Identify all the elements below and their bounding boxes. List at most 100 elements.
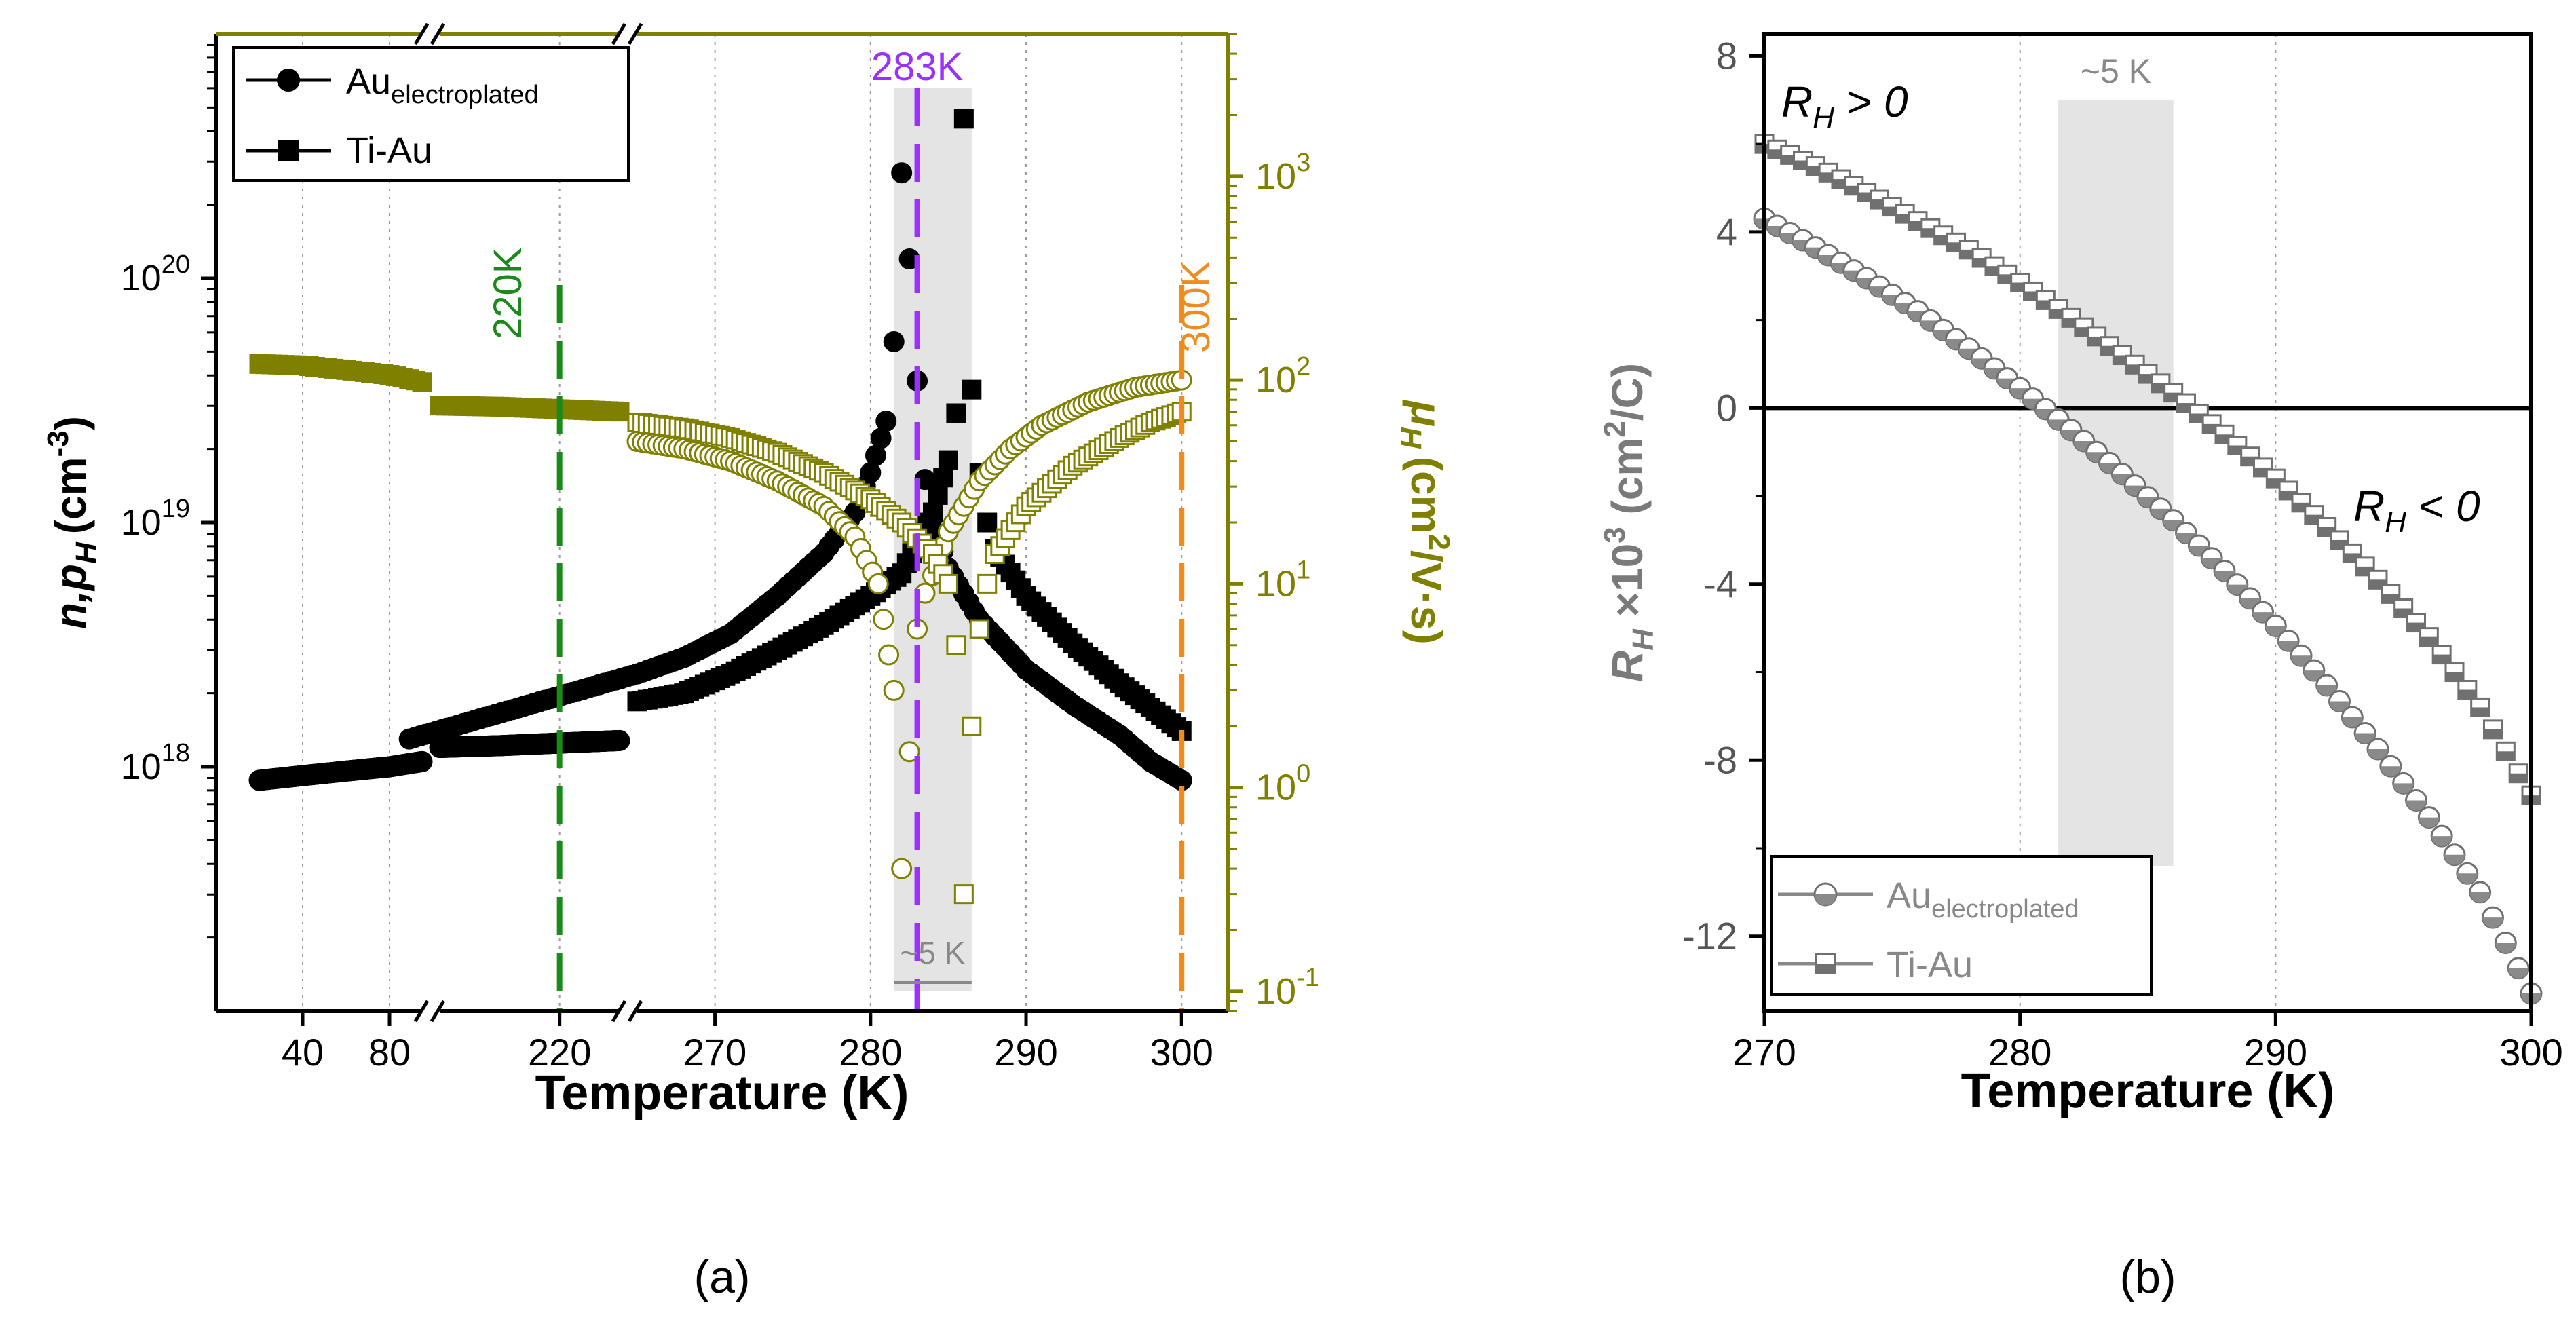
- a-legend-au: Auelectroplated: [346, 61, 539, 109]
- b-point: [2379, 755, 2402, 778]
- annotation-220k: 220K: [486, 247, 530, 339]
- b-point: [2341, 706, 2364, 729]
- b-legend-tiau: Ti-Au: [1887, 945, 1973, 985]
- a-point: [946, 403, 966, 423]
- b-ytick-label: -8: [1703, 738, 1737, 781]
- a-point: [873, 609, 894, 630]
- a-legend: Auelectroplated Ti-Au: [232, 46, 630, 182]
- b-point: [2508, 763, 2528, 784]
- b-point: [2328, 690, 2351, 713]
- a-point: [891, 162, 913, 184]
- panel-a: 40 80 220 270 280 290 300 1018 1019 1020 10-1 100…: [41, 20, 1456, 1120]
- b-point: [2330, 530, 2349, 550]
- a-point: [977, 512, 998, 533]
- a-ytick-right: 103: [1255, 149, 1310, 197]
- b-point: [2495, 741, 2516, 761]
- b-xtick-label: 280: [1988, 1031, 2051, 1074]
- a-point: [609, 729, 630, 751]
- a-xtick-label: 220: [528, 1031, 591, 1074]
- b-ytick-label: 0: [1716, 386, 1737, 429]
- a-ytick-right: 10-1: [1255, 964, 1319, 1012]
- b-point: [2213, 559, 2236, 582]
- svg-text:~5 K: ~5 K: [901, 935, 966, 970]
- b-annotation-rh-positive: RH > 0: [1781, 77, 1908, 134]
- a-ytick-left: 1019: [121, 495, 190, 543]
- a-point: [878, 644, 900, 666]
- b-point: [2456, 862, 2479, 885]
- a-xtick-label: 270: [683, 1031, 746, 1074]
- b-point: [2304, 505, 2324, 525]
- b-ytick-label: 8: [1716, 34, 1737, 77]
- b-point: [2417, 806, 2440, 829]
- b-point: [2444, 662, 2465, 683]
- a-xlabel: Temperature (K): [535, 1066, 909, 1120]
- b-point: [2419, 627, 2439, 647]
- a-point: [412, 372, 432, 392]
- b-point: [2494, 931, 2517, 954]
- b-point: [2252, 601, 2274, 624]
- a-ytick-right: 102: [1255, 352, 1310, 400]
- b-point: [2469, 881, 2492, 904]
- b-annotation-rh-negative: RH < 0: [2353, 482, 2480, 539]
- a-point: [938, 450, 958, 470]
- a-point: [969, 619, 989, 639]
- b-point: [2405, 788, 2427, 812]
- a-ytick-left: 1018: [121, 739, 190, 787]
- a-point: [898, 741, 920, 763]
- annotation-283k: 283K: [871, 45, 964, 89]
- a-xtick-label: 280: [839, 1031, 902, 1074]
- a-ytick-right: 100: [1255, 760, 1310, 808]
- a-ytick-right: 101: [1255, 556, 1310, 604]
- b-point: [2353, 722, 2376, 745]
- b-ylabel: RH ×103 (cm2/C): [1598, 363, 1660, 682]
- b-point: [2457, 679, 2478, 700]
- a-point: [923, 502, 943, 522]
- b-point: [2392, 772, 2415, 795]
- b-xtick-label: 300: [2499, 1031, 2562, 1074]
- b-point: [1813, 882, 1838, 907]
- a-point: [883, 330, 905, 352]
- b-xtick-label: 290: [2244, 1031, 2307, 1074]
- a-point: [938, 573, 958, 594]
- b-point: [2265, 468, 2286, 489]
- b-point: [2291, 493, 2311, 513]
- b-point: [2507, 957, 2530, 980]
- b-ytick-label: -12: [1682, 915, 1737, 957]
- b-point: [2430, 824, 2453, 848]
- a-point: [891, 858, 913, 879]
- b-legend-au: Auelectroplated: [1887, 875, 2079, 924]
- a-point: [883, 679, 905, 701]
- a-point: [953, 884, 974, 905]
- a-point: [933, 468, 953, 488]
- a-xtick-label: 40: [282, 1031, 324, 1074]
- a-point: [928, 484, 948, 505]
- b-point: [2431, 645, 2452, 665]
- b-point: [2482, 906, 2504, 929]
- a-point: [977, 573, 998, 594]
- b-xlabel: Temperature (K): [1961, 1064, 2335, 1118]
- a-point: [962, 379, 982, 400]
- a-point: [962, 716, 982, 736]
- a-xtick-label: 290: [994, 1031, 1057, 1074]
- b-annotation-5k: ~5 K: [2081, 52, 2151, 90]
- b-legend: Auelectroplated Ti-Au: [1770, 855, 2153, 996]
- caption-a: (a): [694, 1251, 750, 1303]
- a-point: [865, 444, 886, 466]
- b-point: [2315, 674, 2338, 697]
- a-xtick-label: 300: [1150, 1031, 1213, 1074]
- b-xtick-label: 270: [1732, 1031, 1796, 1074]
- a-legend-tiau: Ti-Au: [346, 130, 432, 171]
- b-point: [2443, 843, 2466, 867]
- a-legend-marker-au: [277, 69, 300, 92]
- panel-b: 270 280 290 300 8 4 0 -4 -8 -12 ~5 K RH > 0 RH <…: [1598, 32, 2563, 1118]
- a-point: [860, 462, 882, 484]
- a-point: [870, 428, 892, 449]
- a-legend-marker-tiau: [278, 140, 299, 161]
- b-point: [2366, 738, 2389, 761]
- axis-break-2: [611, 20, 643, 1025]
- a-window-arrow: ~5 K: [894, 935, 972, 984]
- a-point: [953, 109, 974, 129]
- a-point: [609, 402, 630, 422]
- caption-b: (b): [2119, 1251, 2176, 1303]
